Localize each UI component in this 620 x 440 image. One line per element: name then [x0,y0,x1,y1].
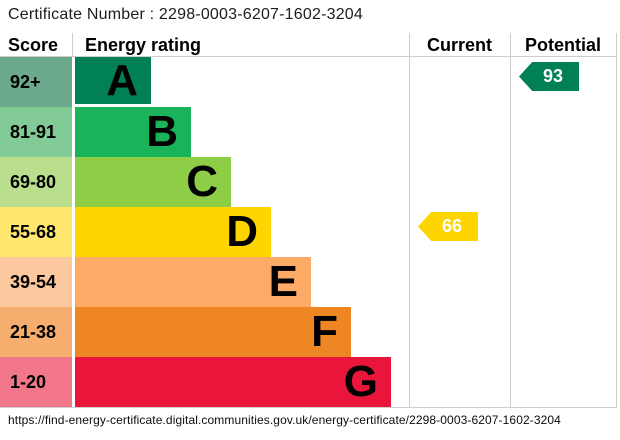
band-bar-e: E [75,257,311,307]
score-range-d: 55-68 [0,207,72,257]
column-header-potential: Potential [524,35,601,55]
score-range-e: 39-54 [0,257,72,307]
score-range-b: 81-91 [0,107,72,157]
band-row-b: 81-91 B [0,107,617,157]
band-rows: 92+ A 81-91 B 69-80 C 55-68 D 39-54 E 21-38 F 1-20 G 6… [0,57,617,407]
grid-line-rating-current [409,33,410,408]
band-bar-d: D [75,207,271,257]
band-bar-a: A [75,57,151,104]
current-rating-arrow: 66 [418,212,478,241]
column-header-score: Score [8,35,59,55]
potential-rating-arrow: 93 [519,62,579,91]
grid-line-current-potential [510,33,511,408]
certificate-number-title: Certificate Number : 2298-0003-6207-1602… [8,6,363,23]
score-range-c: 69-80 [0,157,72,207]
band-row-f: 21-38 F [0,307,617,357]
band-row-c: 69-80 C [0,157,617,207]
band-bar-f: F [75,307,351,357]
band-bar-c: C [75,157,231,207]
score-range-f: 21-38 [0,307,72,357]
score-range-a: 92+ [0,57,72,107]
header-divider-line [0,56,617,57]
band-row-d: 55-68 D [0,207,617,257]
band-bar-g: G [75,357,391,407]
band-row-g: 1-20 G [0,357,617,407]
band-bar-b: B [75,107,191,157]
column-header-current: Current [426,35,492,55]
grid-line-right-edge [616,33,617,408]
band-row-e: 39-54 E [0,257,617,307]
column-header-energy-rating: Energy rating [85,35,202,55]
score-range-g: 1-20 [0,357,72,407]
grid-line-score-rating [72,33,73,57]
band-row-a: 92+ A [0,57,617,107]
bottom-border-line [0,407,617,408]
footer-url: https://find-energy-certificate.digital.… [8,413,561,427]
